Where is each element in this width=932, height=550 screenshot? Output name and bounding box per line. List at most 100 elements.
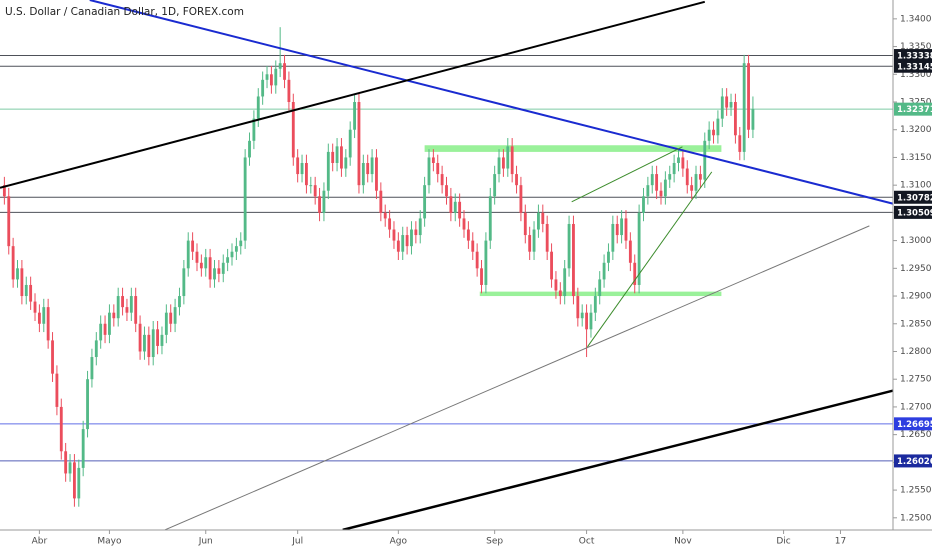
trend-line [342, 389, 893, 530]
candle-body [480, 268, 483, 285]
candle-body [366, 162, 370, 175]
candle-body [121, 296, 124, 308]
candle-body [335, 146, 339, 163]
candle-body [51, 340, 54, 374]
candle-body [278, 63, 282, 69]
y-tick-label: 1.32500 [900, 98, 932, 108]
candle-body [462, 218, 466, 230]
level-label-box [894, 190, 932, 204]
x-tick-label: Dic [776, 537, 790, 547]
candle-body [379, 190, 383, 213]
candle-body [563, 268, 567, 297]
candle-body [418, 218, 422, 236]
y-tick-label: 1.34000 [900, 14, 932, 24]
x-tick-label: Jul [291, 537, 303, 547]
candle-body [396, 240, 400, 252]
trend-line [0, 0, 706, 189]
candle-body [558, 290, 562, 297]
candle-body [506, 146, 510, 169]
candle-body [24, 284, 28, 297]
candle-body [690, 185, 694, 191]
candle-body [46, 307, 50, 341]
candle-body [751, 109, 755, 130]
candle-body [42, 307, 46, 324]
candle-body [572, 223, 575, 297]
candle-body [156, 329, 160, 346]
candle-body [624, 218, 628, 241]
candle-body [72, 462, 76, 499]
candle-body [59, 406, 63, 452]
candle-body [112, 312, 116, 319]
candle-body [427, 157, 431, 186]
level-label: 1.26695 [897, 420, 932, 430]
candle-body [405, 235, 409, 247]
x-tick-label: Mayo [97, 537, 122, 547]
candle-body [55, 373, 59, 407]
level-label-box [894, 102, 932, 116]
candle-body [707, 129, 711, 141]
candle-body [528, 235, 532, 252]
candle-body [230, 251, 234, 258]
candle-body [344, 157, 348, 169]
candle-body [694, 174, 698, 191]
candle-body [554, 279, 558, 291]
candle-body [16, 268, 19, 280]
y-tick-label: 1.31000 [900, 181, 932, 191]
x-tick-label: Ago [390, 537, 408, 547]
candle-body [326, 151, 330, 191]
candle-body [90, 357, 94, 380]
candle-body [313, 185, 317, 197]
candle-body [239, 240, 243, 247]
y-tick-label: 1.28500 [900, 319, 932, 329]
y-tick-label: 1.32000 [900, 125, 932, 135]
candle-body [602, 262, 606, 280]
y-tick-label: 1.30000 [900, 236, 932, 246]
candle-body [77, 467, 81, 499]
candle-body [287, 79, 291, 103]
candle-body [484, 240, 488, 285]
candle-body [532, 229, 536, 252]
candle-body [545, 223, 549, 252]
candle-body [331, 151, 335, 163]
candle-body [436, 162, 440, 175]
candle-body [204, 257, 208, 269]
candle-body [199, 262, 203, 269]
candle-body [585, 312, 589, 330]
candle-body [361, 162, 365, 186]
candle-body [388, 218, 392, 230]
level-label: 1.26026 [897, 457, 932, 467]
candle-body [392, 229, 396, 241]
x-tick-label: Oct [579, 537, 595, 547]
candle-body [186, 240, 190, 269]
trend-line [89, 0, 893, 205]
candle-body [589, 312, 593, 330]
level-label: 1.32371 [897, 105, 932, 115]
level-label-box [894, 417, 932, 431]
candle-body [29, 284, 33, 302]
plot-area [0, 0, 893, 530]
candle-body [300, 162, 304, 175]
candle-body [593, 296, 597, 313]
candle-body [375, 157, 378, 191]
candle-body [501, 157, 505, 169]
candle-body [747, 63, 750, 130]
candle-body [125, 307, 129, 313]
candle-body [650, 174, 654, 186]
candle-body [440, 174, 444, 186]
candle-body [659, 190, 663, 197]
candle-body [134, 296, 138, 324]
candle-body [108, 312, 111, 335]
y-tick-label: 1.26500 [900, 430, 932, 440]
candle-body [449, 196, 453, 213]
candle-body [423, 185, 427, 219]
candle-body [668, 174, 672, 180]
candle-body [217, 268, 221, 274]
candle-body [160, 334, 164, 346]
candle-body [633, 262, 637, 285]
candle-body [252, 118, 256, 141]
candle-body [304, 162, 308, 186]
y-tick-label: 1.33000 [900, 70, 932, 80]
candle-body [353, 102, 356, 130]
candle-body [33, 301, 37, 313]
